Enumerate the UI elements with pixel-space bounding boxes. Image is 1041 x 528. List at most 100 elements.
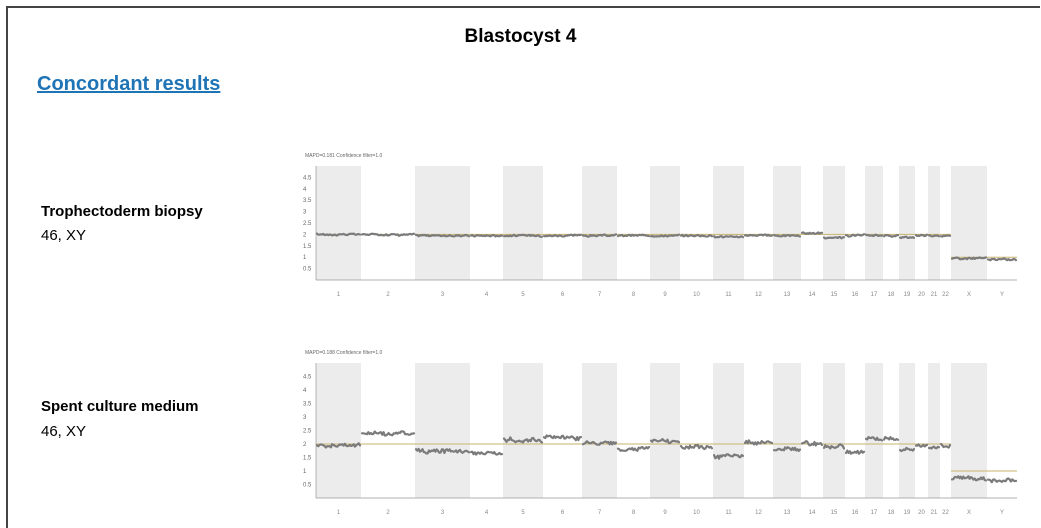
chromosome-trace-X [950,475,988,482]
chromosome-trace-20 [914,233,929,238]
y-tick-label: 0.5 [303,267,312,273]
x-tick-label: 11 [725,292,732,298]
chromosome-trace-9 [649,437,681,445]
chromosome-trace-4 [469,234,504,238]
chromosome-trace-12 [743,233,774,237]
x-tick-label: 6 [561,292,565,298]
x-tick-label: 18 [888,510,895,516]
chromosome-trace-10 [679,233,714,238]
chromosome-trace-17 [864,233,884,238]
cnv-plot-culture-medium: MAPD=0.188 Confidence filter=1.0 4.5 4 3.5 3… [303,350,1018,516]
y-tick-label: 1.5 [303,456,312,462]
chromosome-trace-11 [712,234,745,239]
chromosome-trace-16 [844,449,866,455]
chromosome-trace-1 [315,442,362,449]
y-tick-label: 3 [303,415,307,421]
x-tick-label: 13 [784,292,791,298]
chromosome-trace-14 [800,231,824,236]
chromosome-trace-9 [649,233,681,238]
chromosome-trace-3 [414,447,471,455]
x-tick-label: 19 [904,510,911,516]
x-tick-label: 9 [663,292,667,298]
karyotype-culture-medium: 46, XY [41,423,87,440]
chromosome-band [899,166,915,280]
x-tick-label: 7 [598,292,602,298]
slide-title: Blastocyst 4 [464,26,577,47]
y-tick-label: 4.5 [303,175,312,181]
chromosome-band [713,166,744,280]
x-tick-label: 2 [386,292,390,298]
chromosome-trace-21 [927,234,941,238]
chromosome-trace-7 [581,233,618,238]
chromosome-band [899,363,915,498]
y-tick-label: 2 [303,442,307,448]
chromosome-trace-5 [502,233,544,238]
x-tick-label: 12 [755,292,762,298]
x-tick-label: Y [1000,292,1004,298]
chromosome-trace-10 [679,443,714,451]
y-tick-label: 3 [303,210,307,216]
chromosome-band [865,166,883,280]
slide-frame [6,6,1040,528]
x-tick-label: 4 [485,292,489,298]
chromosome-band [713,363,744,498]
x-tick-label: 17 [871,292,878,298]
chromosome-trace-12 [743,439,774,446]
y-tick-label: 3.5 [303,198,312,204]
y-tick-label: 1.5 [303,244,312,250]
chromosome-band [823,363,845,498]
chromosome-trace-18 [882,435,900,442]
x-tick-label: 21 [931,510,938,516]
x-tick-label: 5 [521,510,525,516]
x-tick-label: 14 [809,292,816,298]
x-tick-label: 7 [598,510,602,516]
y-tick-label: 4 [303,187,307,193]
x-tick-label: 19 [904,292,911,298]
x-tick-label: 11 [725,510,732,516]
x-tick-label: 13 [784,510,791,516]
chromosome-trace-14 [800,440,824,447]
chromosome-band [503,363,543,498]
x-tick-label: 20 [918,292,925,298]
sample-label-culture-medium: Spent culture medium [41,398,199,415]
karyotype-trophectoderm: 46, XY [41,227,87,244]
x-tick-label: 6 [561,510,565,516]
chromosome-trace-22 [939,234,952,238]
x-tick-label: 3 [441,510,445,516]
x-tick-label: 5 [521,292,525,298]
cnv-plot-trophectoderm: MAPD=0.181 Confidence filter=1.0 4.5 4 3.5 3… [303,153,1018,298]
chromosome-trace-17 [864,435,884,442]
chromosome-trace-13 [772,446,802,453]
chromosome-band [415,166,470,280]
chromosome-band [503,166,543,280]
chromosome-band [865,363,883,498]
chromosome-trace-5 [502,436,544,444]
x-tick-label: 10 [693,292,700,298]
x-tick-label: 1 [337,292,341,298]
x-tick-label: 4 [485,510,489,516]
y-tick-label: 2.5 [303,221,312,227]
chromosome-trace-21 [927,445,941,450]
chromosome-trace-1 [315,232,362,237]
chromosome-trace-7 [581,440,618,446]
chromosome-trace-15 [822,443,846,450]
x-tick-label: 2 [386,510,390,516]
x-tick-label: 22 [942,292,949,298]
chromosome-band [928,166,940,280]
chromosome-trace-6 [542,434,583,442]
chromosome-band [316,363,361,498]
x-tick-label: 8 [632,292,636,298]
x-tick-label: 12 [755,510,762,516]
y-tick-label: 0.5 [303,483,312,489]
x-tick-label: 8 [632,510,636,516]
y-tick-label: 4 [303,388,307,394]
chromosome-trace-8 [616,233,651,238]
x-tick-label: X [967,510,971,516]
chromosome-trace-2 [360,430,416,437]
y-tick-label: 1 [303,255,307,261]
chromosome-trace-Y [986,257,1018,262]
y-tick-label: 1 [303,469,307,475]
chromosome-trace-18 [882,233,900,238]
chromosome-trace-Y [986,477,1018,484]
x-tick-label: Y [1000,510,1004,516]
